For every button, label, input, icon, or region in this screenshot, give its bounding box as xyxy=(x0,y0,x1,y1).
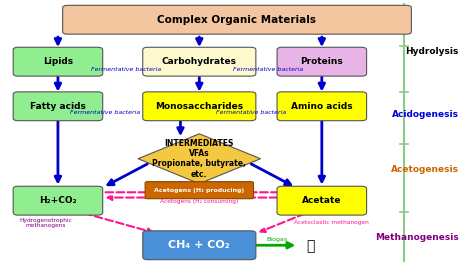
Text: CH₄ + CO₂: CH₄ + CO₂ xyxy=(168,240,230,250)
Text: H₂+CO₂: H₂+CO₂ xyxy=(39,196,77,205)
FancyBboxPatch shape xyxy=(13,92,103,121)
FancyBboxPatch shape xyxy=(277,47,366,76)
Text: Acetoclastic methanogen: Acetoclastic methanogen xyxy=(294,220,369,226)
Text: Acetate: Acetate xyxy=(302,196,342,205)
FancyBboxPatch shape xyxy=(143,231,256,260)
Text: Complex Organic Materials: Complex Organic Materials xyxy=(157,15,317,25)
Text: Lipids: Lipids xyxy=(43,57,73,66)
FancyBboxPatch shape xyxy=(277,92,366,121)
Text: Hydrogenotrophic
methanogens: Hydrogenotrophic methanogens xyxy=(20,218,73,228)
Text: Acetogens (H₂ producing): Acetogens (H₂ producing) xyxy=(154,188,245,193)
Text: Hydrolysis: Hydrolysis xyxy=(405,47,458,56)
FancyBboxPatch shape xyxy=(143,92,256,121)
Text: INTERMEDIATES
VFAs
Propionate, butyrate,
etc.: INTERMEDIATES VFAs Propionate, butyrate,… xyxy=(152,139,246,179)
FancyBboxPatch shape xyxy=(13,186,103,215)
Text: Proteins: Proteins xyxy=(301,57,343,66)
Text: Fermentative bacteria: Fermentative bacteria xyxy=(233,67,303,72)
FancyBboxPatch shape xyxy=(277,186,366,215)
Text: 🔥: 🔥 xyxy=(306,240,314,254)
FancyBboxPatch shape xyxy=(63,5,411,34)
FancyBboxPatch shape xyxy=(143,47,256,76)
FancyBboxPatch shape xyxy=(145,182,254,199)
Text: Fermentative bacteria: Fermentative bacteria xyxy=(216,110,286,115)
Text: Fermentative bacteria: Fermentative bacteria xyxy=(91,67,161,72)
Text: Fermentative bacteria: Fermentative bacteria xyxy=(70,110,140,115)
Text: Fatty acids: Fatty acids xyxy=(30,102,86,111)
Text: Methanogenesis: Methanogenesis xyxy=(375,233,458,242)
Text: Acetogenesis: Acetogenesis xyxy=(391,165,458,174)
Text: Acidogenesis: Acidogenesis xyxy=(392,110,458,119)
Text: Carbohydrates: Carbohydrates xyxy=(162,57,237,66)
Text: Acetogens (H₂ consuming): Acetogens (H₂ consuming) xyxy=(160,199,238,204)
Text: Biogas: Biogas xyxy=(266,237,288,242)
Text: Monosaccharides: Monosaccharides xyxy=(155,102,243,111)
FancyBboxPatch shape xyxy=(13,47,103,76)
Text: Amino acids: Amino acids xyxy=(291,102,353,111)
Polygon shape xyxy=(138,134,261,184)
